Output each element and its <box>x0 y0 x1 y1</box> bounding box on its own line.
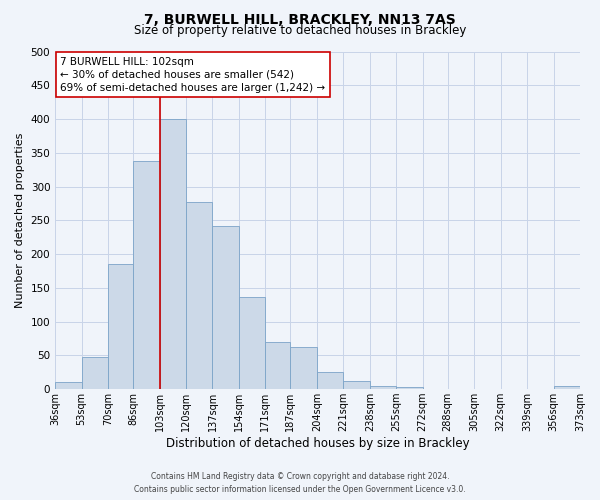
Bar <box>82 358 108 389</box>
Bar <box>212 226 239 389</box>
Text: Contains HM Land Registry data © Crown copyright and database right 2024.
Contai: Contains HM Land Registry data © Crown c… <box>134 472 466 494</box>
Bar <box>265 342 290 389</box>
X-axis label: Distribution of detached houses by size in Brackley: Distribution of detached houses by size … <box>166 437 469 450</box>
Bar <box>554 386 580 389</box>
Text: 7 BURWELL HILL: 102sqm
← 30% of detached houses are smaller (542)
69% of semi-de: 7 BURWELL HILL: 102sqm ← 30% of detached… <box>61 56 326 93</box>
Bar <box>160 119 186 389</box>
Bar <box>343 381 370 389</box>
Bar <box>55 382 82 389</box>
Text: Size of property relative to detached houses in Brackley: Size of property relative to detached ho… <box>134 24 466 37</box>
Bar <box>108 264 133 389</box>
Bar <box>317 372 343 389</box>
Bar <box>370 386 396 389</box>
Bar <box>239 296 265 389</box>
Text: 7, BURWELL HILL, BRACKLEY, NN13 7AS: 7, BURWELL HILL, BRACKLEY, NN13 7AS <box>144 12 456 26</box>
Bar <box>133 161 160 389</box>
Y-axis label: Number of detached properties: Number of detached properties <box>15 132 25 308</box>
Bar <box>290 348 317 389</box>
Bar <box>186 202 212 389</box>
Bar <box>396 387 423 389</box>
